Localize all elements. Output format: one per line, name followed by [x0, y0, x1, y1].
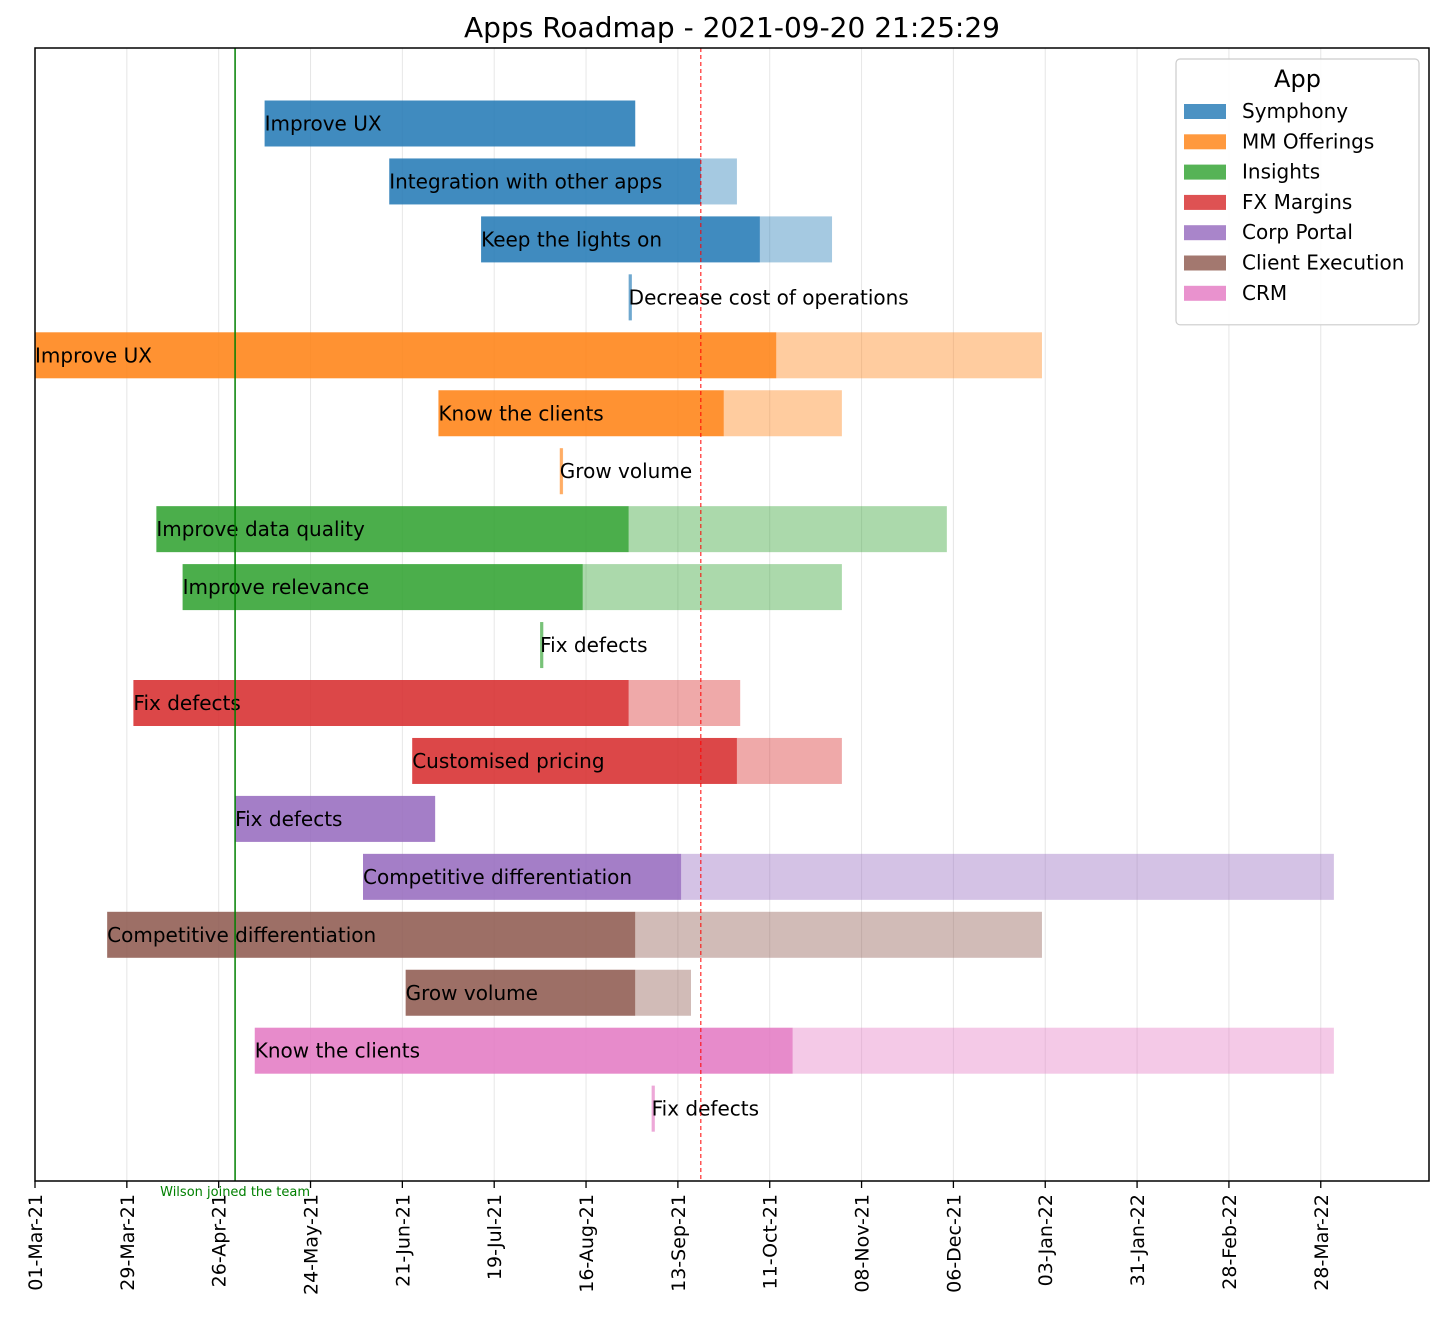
task-bar-progress	[35, 332, 777, 379]
task-bar-remaining	[635, 911, 1042, 958]
legend-label: Symphony	[1242, 99, 1348, 123]
reference-lines: Wilson joined the team	[160, 48, 702, 1200]
x-tick-label: 28-Feb-22	[1219, 1194, 1241, 1290]
task-bar-progress	[405, 969, 636, 1016]
milestone-label: Wilson joined the team	[160, 1185, 310, 1200]
x-tick-label: 16-Aug-21	[576, 1194, 598, 1293]
legend-label: FX Margins	[1242, 190, 1352, 214]
x-tick-label: 01-Mar-21	[25, 1194, 47, 1291]
task-bar-progress	[107, 911, 636, 958]
task-bar-progress	[363, 853, 682, 900]
task-label: Improve data quality	[156, 517, 365, 541]
task-label: Know the clients	[255, 1039, 420, 1063]
task-bar-remaining	[582, 564, 842, 611]
task-bars: Improve UX Integration with other apps Kee…	[35, 100, 1334, 1132]
legend-label: Client Execution	[1242, 251, 1404, 275]
task-label: Improve UX	[265, 112, 382, 136]
task-label: Improve relevance	[183, 575, 370, 599]
x-tick-label: 13-Sep-21	[668, 1194, 690, 1292]
task-bar-progress	[438, 390, 724, 437]
task-label: Customised pricing	[412, 749, 604, 773]
task-bar-remaining	[635, 969, 691, 1016]
task-bar-milestone	[628, 274, 632, 321]
legend-swatch	[1184, 225, 1226, 241]
task-label: Keep the lights on	[481, 227, 662, 251]
task-bar-remaining	[628, 506, 947, 553]
x-tick-label: 21-Jun-21	[392, 1194, 414, 1287]
task-bar-milestone	[559, 448, 563, 495]
x-tick-label: 03-Jan-22	[1035, 1194, 1057, 1286]
task-label: Competitive differentiation	[363, 865, 632, 889]
legend-swatch	[1184, 194, 1226, 210]
task-bar-remaining	[736, 737, 842, 784]
task-label: Fix defects	[540, 633, 647, 657]
task-bar-remaining	[700, 158, 737, 205]
legend-swatch	[1184, 104, 1226, 119]
task-bar-milestone	[540, 622, 544, 669]
task-label: Integration with other apps	[389, 169, 662, 193]
x-axis: 01-Mar-21 29-Mar-21 26-Apr-21 24-May-21 21-J…	[25, 1181, 1333, 1295]
x-tick-label: 24-May-21	[301, 1194, 323, 1295]
task-label: Fix defects	[235, 807, 342, 831]
legend-swatch	[1184, 164, 1226, 180]
task-bar-progress	[481, 216, 760, 263]
legend-swatch	[1184, 285, 1226, 301]
task-label: Grow volume	[560, 459, 692, 483]
legend-box	[1175, 58, 1420, 326]
x-tick-label: 19-Jul-21	[484, 1194, 506, 1280]
task-label: Improve UX	[35, 343, 152, 367]
x-tick-label: 11-Oct-21	[760, 1194, 782, 1289]
task-label: Grow volume	[406, 981, 538, 1005]
legend-swatch	[1184, 255, 1226, 271]
task-bar-remaining	[651, 1085, 655, 1132]
task-label: Competitive differentiation	[107, 923, 376, 947]
task-bar-progress	[235, 795, 436, 842]
task-bar-remaining	[540, 622, 544, 669]
task-label: Know the clients	[438, 401, 603, 425]
task-bar-progress	[389, 158, 701, 205]
task-bar-remaining	[759, 216, 833, 263]
task-bar-remaining	[723, 390, 842, 437]
x-tick-label: 08-Nov-21	[852, 1194, 874, 1293]
legend-swatch	[1184, 134, 1226, 150]
task-bar-progress	[254, 1027, 793, 1074]
chart-title: Apps Roadmap - 2021-09-20 21:25:29	[464, 11, 1000, 44]
task-bar-remaining	[681, 853, 1334, 900]
x-tick-label: 28-Mar-22	[1311, 1194, 1333, 1291]
legend-title: App	[1274, 65, 1321, 93]
x-tick-label: 26-Apr-21	[209, 1194, 231, 1287]
x-tick-label: 29-Mar-21	[117, 1194, 139, 1291]
legend-label: CRM	[1242, 281, 1287, 305]
task-label: Fix defects	[652, 1097, 759, 1121]
task-bar-progress	[182, 564, 583, 611]
task-label: Fix defects	[133, 691, 240, 715]
task-bar-remaining	[628, 680, 741, 726]
task-bar-remaining	[559, 448, 564, 495]
task-bar-progress	[264, 100, 636, 147]
plot-frame	[34, 47, 1430, 1182]
task-label: Decrease cost of operations	[629, 285, 909, 309]
x-tick-label: 31-Jan-22	[1127, 1194, 1149, 1286]
legend-label: Insights	[1242, 160, 1320, 184]
legend: App Symphony MM Offerings Insights FX Margin…	[1175, 58, 1420, 326]
task-bar-remaining	[792, 1027, 1334, 1074]
task-bar-remaining	[628, 274, 632, 321]
task-bar-remaining	[776, 332, 1042, 379]
task-bar-progress	[412, 737, 737, 784]
legend-label: MM Offerings	[1242, 129, 1374, 153]
legend-label: Corp Portal	[1242, 220, 1353, 244]
task-bar-progress	[133, 680, 629, 726]
task-bar-milestone	[651, 1085, 655, 1132]
x-tick-label: 06-Dec-21	[943, 1194, 965, 1293]
